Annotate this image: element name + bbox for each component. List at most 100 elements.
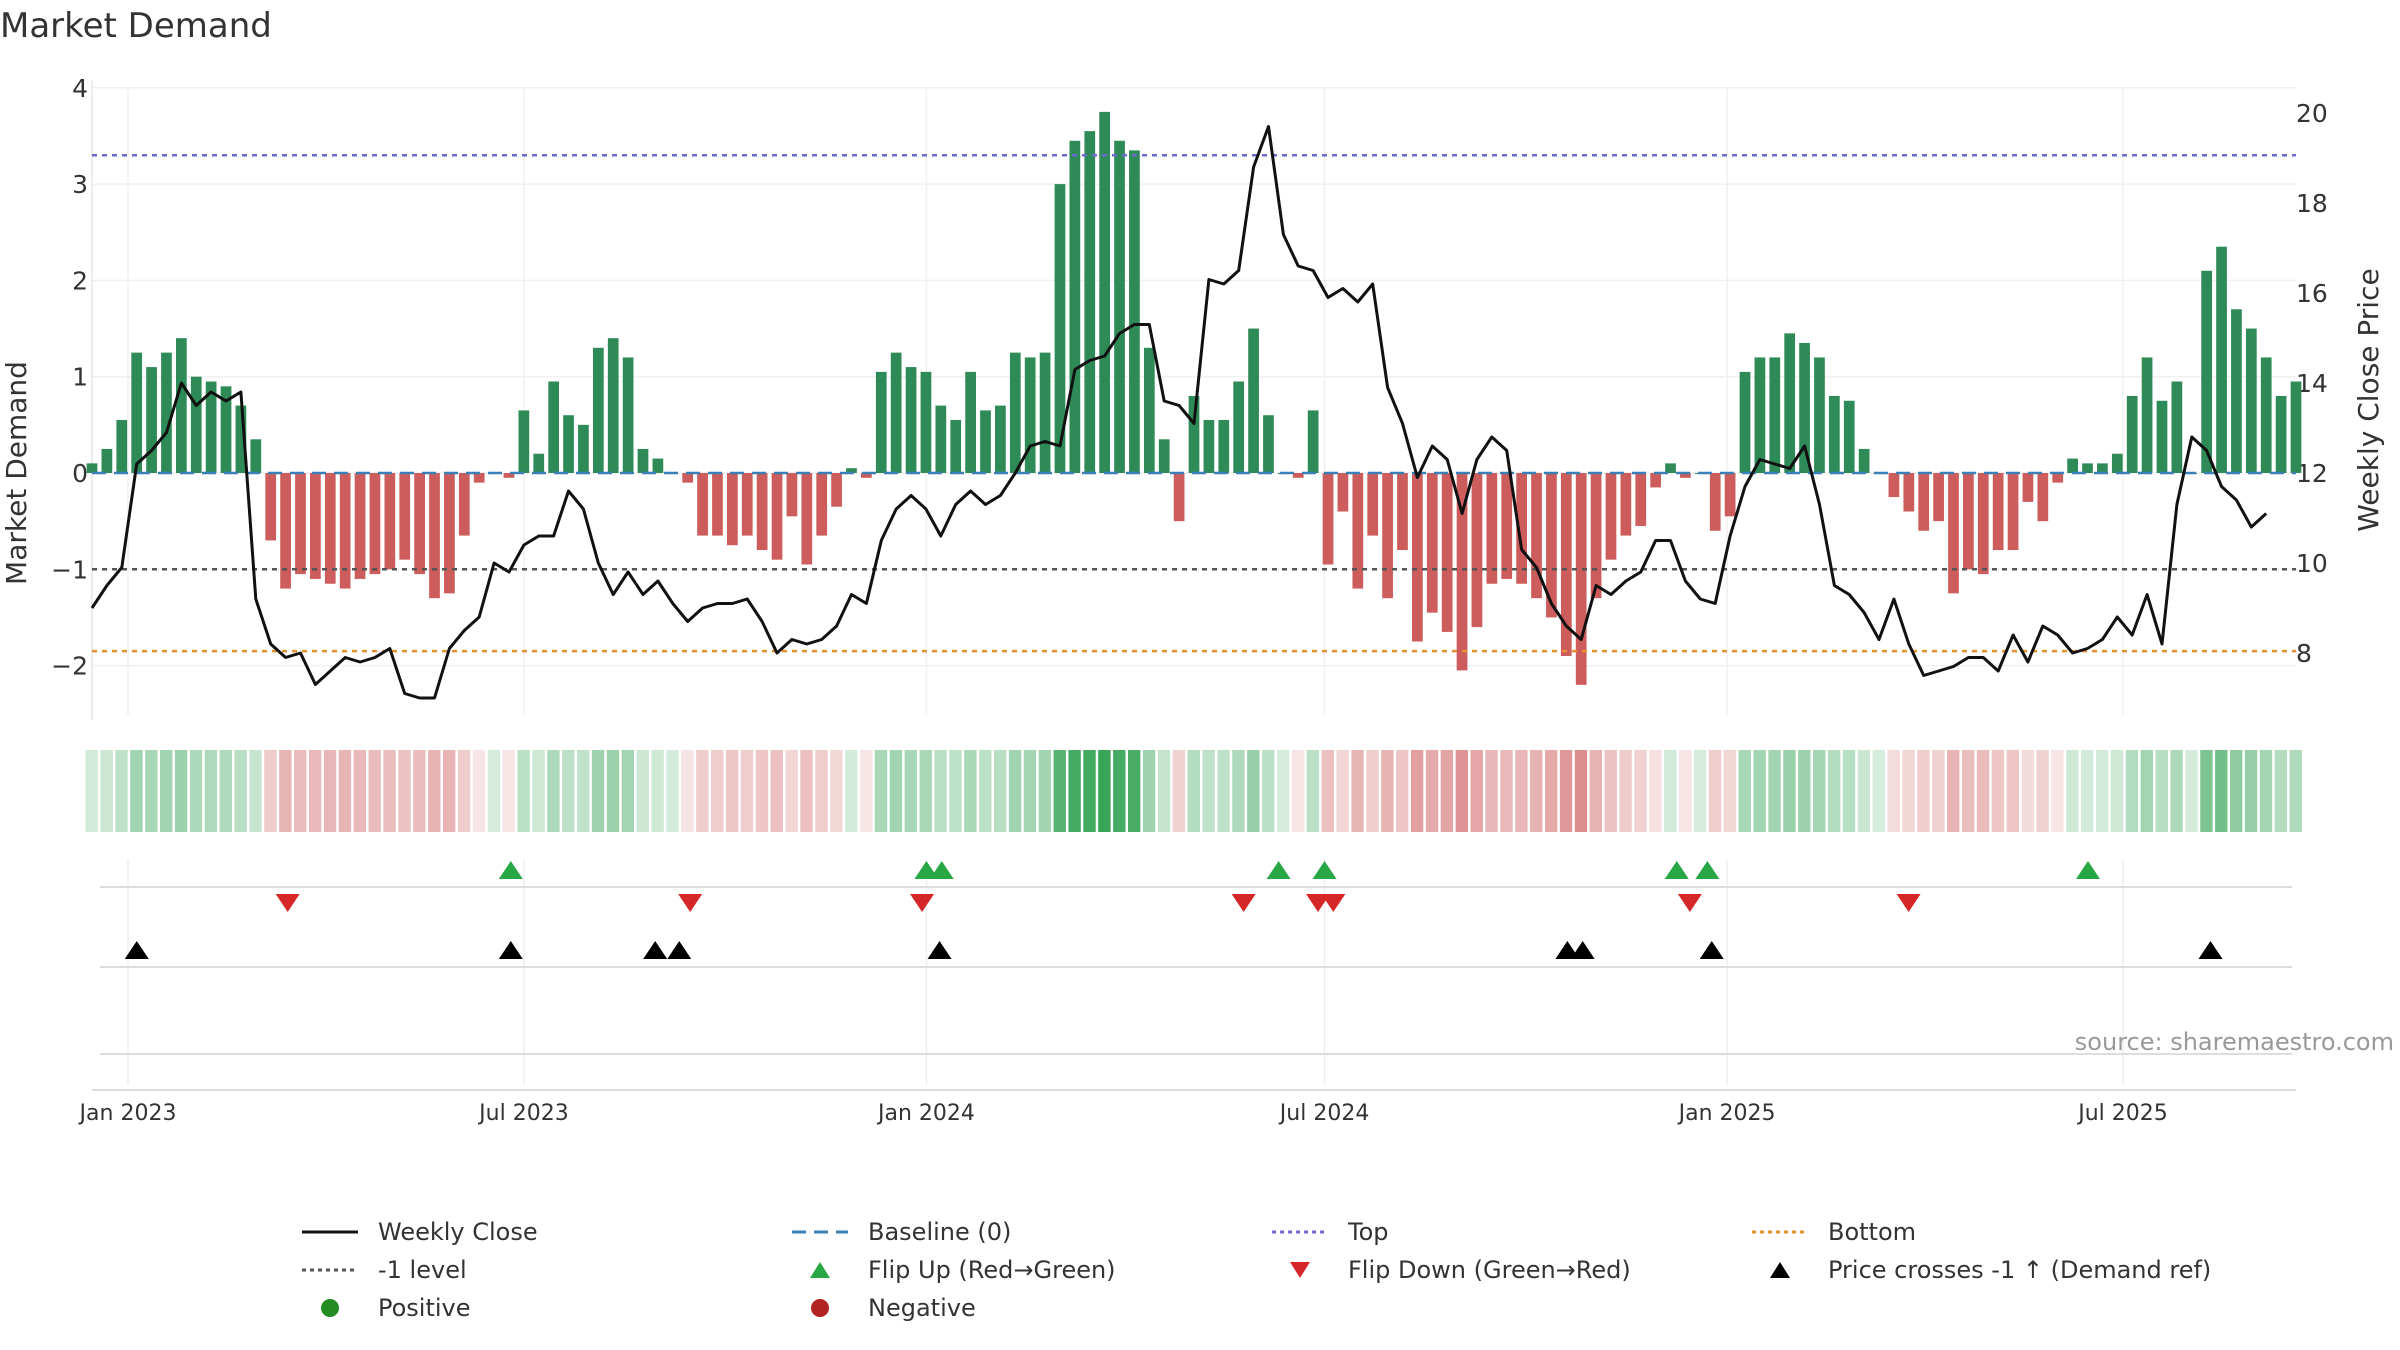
source-watermark: source: sharemaestro.com xyxy=(2075,1028,2394,1056)
demand-bar-positive xyxy=(2216,246,2227,473)
demand-bar-positive xyxy=(890,352,902,473)
demand-bar-negative xyxy=(1620,473,1632,536)
demand-bar-positive xyxy=(1739,371,1751,473)
demand-bar-negative xyxy=(1546,473,1557,618)
demand-bar-positive xyxy=(980,410,991,473)
demand-bar-negative xyxy=(444,473,455,594)
demand-bar-negative xyxy=(1724,473,1736,517)
heat-strip-cell xyxy=(2081,750,2094,832)
demand-bar-positive xyxy=(2171,381,2183,473)
demand-bar-negative xyxy=(1322,473,1334,565)
price-cross-marker xyxy=(927,941,952,959)
heat-strip-cell xyxy=(711,750,724,832)
heat-strip-cell xyxy=(815,750,828,832)
demand-bar-positive xyxy=(548,381,560,473)
heat-strip-cell xyxy=(2006,750,2019,832)
heat-strip-cell xyxy=(1247,750,1260,832)
heat-strip-cell xyxy=(115,750,128,832)
heat-strip-cell xyxy=(1023,750,1037,832)
price-cross-marker xyxy=(2198,941,2223,959)
demand-bar-negative xyxy=(1903,473,1915,512)
heat-strip-cell xyxy=(472,750,486,832)
legend-weekly-close-swatch xyxy=(302,1230,358,1234)
flip-up-marker xyxy=(1695,861,1720,879)
demand-bar-positive xyxy=(131,352,143,473)
heat-strip-cell xyxy=(2066,750,2079,832)
demand-bar-negative xyxy=(1918,473,1930,531)
demand-bar-positive xyxy=(101,448,113,473)
demand-bar-negative xyxy=(1560,473,1572,656)
heat-strip-cell xyxy=(1068,750,1081,832)
flip-down-marker xyxy=(1306,894,1330,912)
demand-bar-negative xyxy=(756,473,768,551)
heat-strip-cell xyxy=(2215,750,2228,832)
demand-bar-positive xyxy=(2275,395,2287,473)
demand-bar-negative xyxy=(1709,473,1721,531)
heat-strip-cell xyxy=(755,750,769,832)
heat-strip-cell xyxy=(2170,750,2183,832)
demand-bar-negative xyxy=(697,473,708,536)
y-left-tick-label: −2 xyxy=(51,652,88,681)
demand-bar-negative xyxy=(354,473,366,579)
demand-bar-positive xyxy=(533,453,545,473)
heat-strip-cell xyxy=(636,750,649,832)
demand-bar-negative xyxy=(831,473,842,507)
demand-bar-positive xyxy=(652,458,664,473)
heat-strip-cell xyxy=(294,750,307,832)
demand-bar-positive xyxy=(175,338,187,473)
heat-strip-cell xyxy=(353,750,366,832)
demand-bar-positive xyxy=(1784,333,1796,473)
legend-top-swatch xyxy=(1272,1230,1328,1234)
heat-strip-cell xyxy=(1559,750,1573,832)
demand-bar-positive xyxy=(935,405,947,473)
heat-strip-cell xyxy=(323,750,337,832)
demand-bar-negative xyxy=(369,473,381,575)
demand-bar-positive xyxy=(235,405,247,473)
demand-bar-positive xyxy=(965,371,976,473)
demand-bar-positive xyxy=(161,352,172,473)
price-cross-marker xyxy=(1570,941,1595,959)
heat-strip-cell xyxy=(100,750,113,832)
legend-label: Flip Down (Green→Red) xyxy=(1348,1256,1631,1284)
demand-bar-negative xyxy=(1441,473,1453,632)
demand-bar-negative xyxy=(310,473,321,579)
heat-strip-cell xyxy=(517,750,530,832)
heat-strip-cell xyxy=(2289,750,2302,832)
y-left-tick-label: 3 xyxy=(72,170,88,199)
heat-strip-cell xyxy=(130,750,143,832)
demand-bar-positive xyxy=(563,415,574,473)
demand-bar-positive xyxy=(1665,463,1676,473)
demand-bar-negative xyxy=(1977,473,1989,575)
demand-bar-negative xyxy=(682,473,694,483)
heat-strip-cell xyxy=(487,750,501,832)
heat-strip-cell xyxy=(1649,750,1662,832)
price-cross-marker xyxy=(643,941,668,959)
flip-down-marker xyxy=(1321,894,1346,912)
flip-up-marker xyxy=(1312,861,1337,879)
heat-strip-cell xyxy=(1515,750,1528,832)
legend-item-negative: Negative xyxy=(790,1290,976,1326)
demand-bar-positive xyxy=(1858,448,1870,473)
demand-bar-negative xyxy=(1337,473,1349,512)
x-tick-label: Jul 2023 xyxy=(477,1101,569,1126)
flip-up-marker xyxy=(914,861,939,879)
heat-strip-cell xyxy=(189,750,203,832)
x-tick-label: Jul 2024 xyxy=(1278,1101,1370,1126)
demand-bar-negative xyxy=(816,473,828,536)
demand-bar-positive xyxy=(2141,357,2153,473)
heat-strip-cell xyxy=(1187,750,1200,832)
heat-strip-cell xyxy=(2125,750,2139,832)
heat-strip-cell xyxy=(160,750,173,832)
flip-up-marker xyxy=(1266,861,1291,879)
y-right-tick-label: 10 xyxy=(2296,549,2328,578)
demand-bar-positive xyxy=(2245,328,2257,473)
legend-label: Top xyxy=(1348,1218,1389,1246)
heat-strip-cell xyxy=(1827,750,1841,832)
y-right-tick-label: 18 xyxy=(2296,189,2328,218)
demand-bar-positive xyxy=(1218,420,1230,473)
heat-strip-cell xyxy=(442,750,456,832)
demand-bar-positive xyxy=(2126,395,2138,473)
demand-bar-positive xyxy=(220,386,232,473)
heat-strip-cell xyxy=(368,750,381,832)
heat-strip-cell xyxy=(1693,750,1707,832)
